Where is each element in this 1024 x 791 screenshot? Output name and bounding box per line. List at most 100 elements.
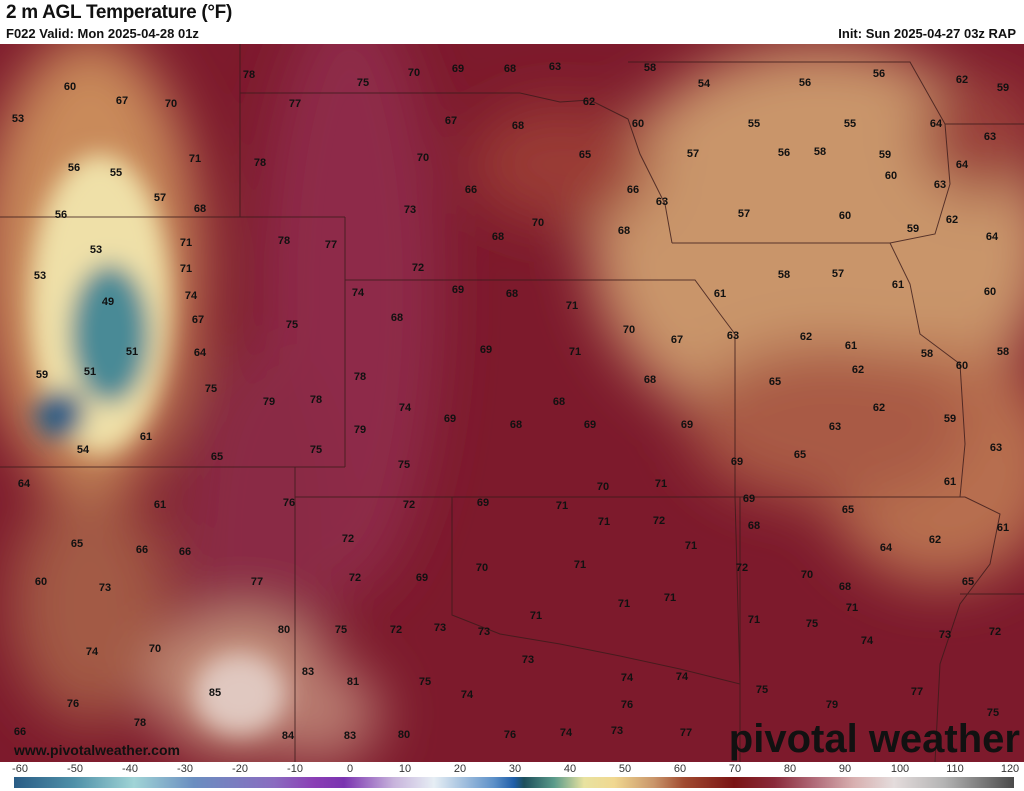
temperature-label: 76: [282, 497, 296, 509]
temperature-label: 58: [777, 269, 791, 281]
temperature-label: 73: [433, 622, 447, 634]
temperature-label: 77: [250, 576, 264, 588]
colorbar-tick-label: 70: [728, 763, 742, 775]
temperature-label: 61: [943, 476, 957, 488]
temperature-label: 80: [277, 624, 291, 636]
temperature-label: 74: [860, 635, 874, 647]
temperature-label: 53: [33, 270, 47, 282]
temperature-label: 62: [799, 331, 813, 343]
temperature-label: 55: [747, 118, 761, 130]
temperature-label: 71: [597, 516, 611, 528]
temperature-label: 72: [411, 262, 425, 274]
temperature-label: 70: [622, 324, 636, 336]
temperature-label: 65: [841, 504, 855, 516]
temperature-label: 65: [210, 451, 224, 463]
temperature-label: 75: [805, 618, 819, 630]
temperature-label: 68: [193, 203, 207, 215]
map-title: 2 m AGL Temperature (°F): [6, 2, 232, 23]
temperature-label: 74: [559, 727, 573, 739]
temperature-label: 58: [920, 348, 934, 360]
temperature-label: 59: [878, 149, 892, 161]
temperature-label: 72: [348, 572, 362, 584]
temperature-label: 51: [83, 366, 97, 378]
temperature-label: 64: [879, 542, 893, 554]
temperature-label: 69: [479, 344, 493, 356]
temperature-label: 54: [76, 444, 90, 456]
temperature-label: 55: [109, 167, 123, 179]
map-field: [0, 44, 1024, 762]
temperature-label: 63: [828, 421, 842, 433]
temperature-label: 57: [737, 208, 751, 220]
temperature-label: 69: [742, 493, 756, 505]
temperature-label: 68: [390, 312, 404, 324]
temperature-label: 74: [398, 402, 412, 414]
temperature-label: 85: [208, 687, 222, 699]
temperature-label: 75: [755, 684, 769, 696]
temperature-label: 74: [85, 646, 99, 658]
temperature-label: 64: [17, 478, 31, 490]
temperature-label: 63: [989, 442, 1003, 454]
temperature-label: 70: [800, 569, 814, 581]
colorbar-tick-label: -20: [232, 763, 248, 775]
temperature-label: 78: [242, 69, 256, 81]
colorbar-tick-label: -50: [67, 763, 83, 775]
temperature-label: 71: [654, 478, 668, 490]
temperature-label: 61: [713, 288, 727, 300]
temperature-label: 56: [777, 147, 791, 159]
temperature-label: 73: [610, 725, 624, 737]
temperature-label: 73: [403, 204, 417, 216]
temperature-label: 83: [343, 730, 357, 742]
temperature-label: 77: [910, 686, 924, 698]
temperature-label: 49: [101, 296, 115, 308]
temperature-label: 66: [178, 546, 192, 558]
colorbar-tick-label: -30: [177, 763, 193, 775]
colorbar-tick-label: 10: [398, 763, 412, 775]
temperature-label: 69: [583, 419, 597, 431]
valid-time: F022 Valid: Mon 2025-04-28 01z: [6, 26, 199, 41]
temperature-label: 63: [726, 330, 740, 342]
temperature-label: 78: [353, 371, 367, 383]
temperature-label: 66: [464, 184, 478, 196]
temperature-label: 60: [955, 360, 969, 372]
temperature-label: 70: [164, 98, 178, 110]
temperature-label: 71: [529, 610, 543, 622]
temperature-label: 68: [491, 231, 505, 243]
temperature-label: 55: [843, 118, 857, 130]
temperature-label: 62: [872, 402, 886, 414]
temperature-map[interactable]: 60 67 70 53 78 75 70 69 68 63 58 54 56 56 62 59 77 62 67 68…: [0, 44, 1024, 762]
temperature-label: 76: [503, 729, 517, 741]
colorbar-tick-label: 50: [618, 763, 632, 775]
temperature-label: 75: [356, 77, 370, 89]
temperature-label: 67: [670, 334, 684, 346]
temperature-label: 75: [397, 459, 411, 471]
temperature-label: 71: [747, 614, 761, 626]
header: 2 m AGL Temperature (°F) F022 Valid: Mon…: [0, 0, 1024, 44]
temperature-label: 71: [565, 300, 579, 312]
temperature-label: 60: [983, 286, 997, 298]
temperature-label: 72: [389, 624, 403, 636]
temperature-label: 71: [663, 592, 677, 604]
temperature-label: 76: [66, 698, 80, 710]
temperature-label: 63: [933, 179, 947, 191]
temperature-label: 62: [928, 534, 942, 546]
temperature-label: 56: [54, 209, 68, 221]
temperature-label: 84: [281, 730, 295, 742]
temperature-label: 68: [838, 581, 852, 593]
colorbar-tick-label: 0: [346, 763, 354, 775]
temperature-label: 64: [955, 159, 969, 171]
temperature-label: 71: [555, 500, 569, 512]
temperature-label: 61: [891, 279, 905, 291]
temperature-label: 70: [475, 562, 489, 574]
temperature-label: 70: [531, 217, 545, 229]
temperature-label: 70: [596, 481, 610, 493]
temperature-label: 65: [578, 149, 592, 161]
temperature-label: 70: [407, 67, 421, 79]
temperature-label: 62: [582, 96, 596, 108]
temperature-label: 74: [675, 671, 689, 683]
temperature-label: 63: [983, 131, 997, 143]
temperature-label: 70: [416, 152, 430, 164]
temperature-label: 57: [686, 148, 700, 160]
colorbar-gradient: [14, 777, 1014, 788]
temperature-label: 71: [179, 237, 193, 249]
temperature-label: 77: [324, 239, 338, 251]
